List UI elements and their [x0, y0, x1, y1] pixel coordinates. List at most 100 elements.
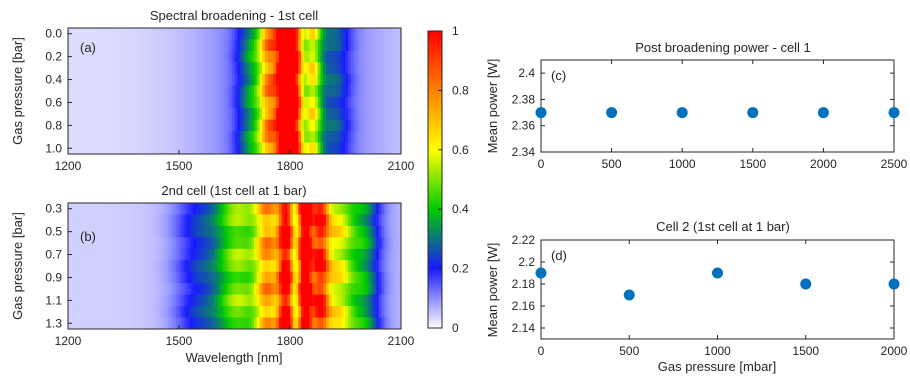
heatmap-cell	[170, 108, 174, 121]
heatmap-cell	[98, 317, 102, 330]
heatmap-cell	[115, 28, 119, 40]
heatmap-cell	[126, 294, 130, 307]
heatmap-cell	[212, 294, 216, 307]
heatmap-cell	[226, 39, 230, 52]
heatmap-cell	[351, 62, 355, 75]
heatmap-cell	[362, 28, 366, 40]
heatmap-cell	[156, 62, 160, 75]
heatmap-cell	[195, 271, 199, 284]
heatmap-cell	[173, 50, 177, 63]
heatmap-cell	[117, 294, 122, 307]
heatmap-cell	[287, 203, 291, 215]
heatmap-cell	[237, 131, 241, 143]
heatmap-cell	[98, 142, 102, 155]
heatmap-cell	[359, 306, 363, 318]
heatmap-cell	[231, 225, 235, 238]
heatmap-cell	[301, 73, 305, 86]
heatmap-cell	[378, 131, 382, 143]
heatmap-cell	[270, 73, 274, 86]
heatmap-cell	[237, 237, 241, 250]
heatmap-cell	[104, 294, 108, 307]
heatmap-cell	[284, 203, 288, 215]
heatmap-cell	[301, 203, 305, 215]
heatmap-cell	[384, 142, 388, 155]
heatmap-cell	[112, 214, 116, 227]
heatmap-cell	[392, 73, 396, 86]
heatmap-cell	[301, 108, 305, 121]
heatmap-cell	[367, 85, 371, 98]
heatmap-cell	[331, 73, 335, 86]
heatmap-cell	[237, 248, 241, 261]
heatmap-cell	[151, 203, 155, 215]
heatmap-cell	[120, 39, 124, 52]
heatmap-cell	[309, 50, 313, 63]
heatmap-cell	[220, 73, 224, 86]
heatmap-cell	[137, 39, 141, 52]
heatmap-cell	[270, 62, 274, 75]
heatmap-cell	[212, 317, 216, 330]
heatmap-cell	[184, 142, 188, 155]
heatmap-cell	[301, 39, 305, 52]
heatmap-cell	[337, 248, 341, 261]
heatmap-cell	[142, 39, 147, 52]
heatmap-cell	[370, 248, 374, 261]
heatmap-cell	[104, 283, 108, 296]
heatmap-cell	[328, 119, 333, 132]
heatmap-cell	[248, 271, 252, 284]
heatmap-cell	[87, 50, 91, 63]
heatmap-cell	[151, 214, 155, 227]
heatmap-cell	[145, 50, 149, 63]
heatmap-cell	[79, 131, 83, 143]
heatmap-cell	[98, 119, 102, 132]
heatmap-cell	[326, 119, 330, 132]
heatmap-cell	[231, 203, 235, 215]
heatmap-cell	[120, 203, 124, 215]
heatmap-cell	[301, 214, 305, 227]
heatmap-cell	[387, 248, 391, 261]
heatmap-cell	[179, 119, 183, 132]
heatmap-cell	[142, 108, 147, 121]
heatmap-cell	[148, 283, 152, 296]
heatmap-cell	[112, 317, 116, 330]
heatmap-cell	[331, 237, 335, 250]
heatmap-cell	[228, 248, 233, 261]
heatmap-cell	[95, 28, 99, 40]
heatmap-cell	[331, 248, 335, 261]
heatmap-cell	[240, 214, 244, 227]
heatmap-cell	[73, 294, 77, 307]
heatmap-cell	[284, 39, 288, 52]
heatmap-cell	[398, 96, 402, 109]
heatmap-cell	[84, 271, 88, 284]
heatmap-cell	[248, 237, 252, 250]
heatmap-cell	[328, 248, 333, 261]
heatmap-cell	[226, 283, 230, 296]
heatmap-cell	[290, 50, 294, 63]
heatmap-cell	[220, 306, 224, 318]
heatmap-cell	[162, 317, 166, 330]
heatmap-cell	[206, 28, 210, 40]
heatmap-cell	[106, 283, 111, 296]
heatmap-cell	[398, 62, 402, 75]
heatmap-cell	[295, 225, 299, 238]
heatmap-cell	[176, 294, 180, 307]
heatmap-cell	[131, 248, 135, 261]
heatmap-cell	[276, 283, 280, 296]
heatmap-cell	[170, 62, 174, 75]
heatmap-cell	[98, 260, 102, 273]
xtick-label: 1500	[792, 344, 819, 358]
heatmap-cell	[259, 50, 263, 63]
heatmap-cell	[387, 142, 391, 155]
heatmap-cell	[73, 131, 77, 143]
heatmap-cell	[90, 50, 94, 63]
heatmap-cell	[376, 248, 380, 261]
heatmap-cell	[306, 73, 310, 86]
heatmap-cell	[198, 237, 202, 250]
heatmap-cell	[142, 283, 147, 296]
heatmap-cell	[278, 62, 283, 75]
heatmap-cell	[223, 119, 227, 132]
heatmap-cell	[87, 203, 91, 215]
heatmap-cell	[198, 214, 202, 227]
heatmap-cell	[92, 203, 97, 215]
heatmap-cell	[387, 119, 391, 132]
heatmap-cell	[362, 203, 366, 215]
